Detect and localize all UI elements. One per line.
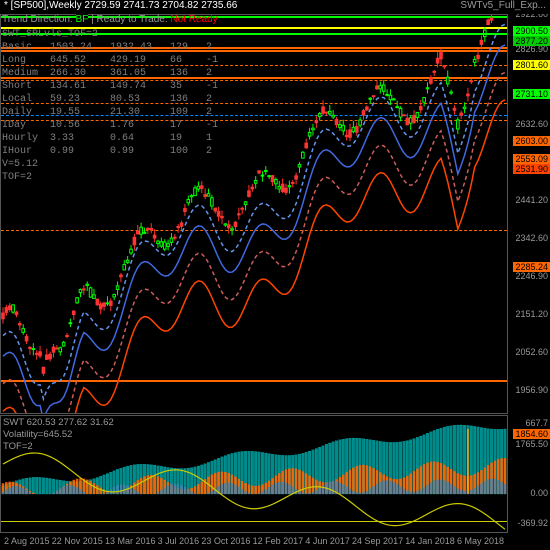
info-row: Short 134.61 149.74 35 -1 [2, 80, 218, 93]
x-tick: 4 Jun 2017 [305, 536, 350, 548]
info-row: Long 645.52 429.19 66 -1 [2, 54, 218, 67]
x-tick: 14 Jan 2018 [405, 536, 455, 548]
x-tick: 13 Mar 2016 [105, 536, 156, 548]
price-level-tag: 2603.00 [513, 136, 550, 146]
indicator-data-table: SWT_SRLvls_TOF=2Basic 1503.24 1932.43 12… [2, 28, 218, 184]
x-tick: 22 Nov 2015 [52, 536, 103, 548]
y-tick: 2632.60 [515, 119, 548, 129]
info-row: SWT_SRLvls_TOF=2 [2, 28, 218, 41]
x-tick: 6 May 2018 [457, 536, 504, 548]
info-row: Daily 19.55 21.30 109 2 [2, 106, 218, 119]
info-row: Local 59.23 80.53 136 2 [2, 93, 218, 106]
indicator-name: SWTv5_Full_Exp... [460, 0, 546, 14]
sub-info-row: TOF=2 [3, 441, 114, 453]
price-level-tag: 2731.10 [513, 89, 550, 99]
y-tick: 2246.90 [515, 271, 548, 281]
info-row: V=5.12 [2, 158, 218, 171]
x-tick: 24 Sep 2017 [352, 536, 403, 548]
price-level-tag: 2900.50 [513, 26, 550, 36]
price-level-tag: 2877.20 [513, 36, 550, 46]
y-tick: 2342.60 [515, 233, 548, 243]
y-tick: 0.00 [530, 488, 548, 498]
symbol-info: * [SP500],Weekly 2729.59 2741.73 2704.82… [4, 0, 237, 14]
price-level-tag: 2553.09 [513, 154, 550, 164]
x-tick: 23 Oct 2016 [201, 536, 250, 548]
y-tick: 2441.20 [515, 195, 548, 205]
chart-header: * [SP500],Weekly 2729.59 2741.73 2704.82… [0, 0, 550, 14]
main-y-axis: 2922.602826.902632.602537.402441.202342.… [508, 14, 550, 414]
x-tick: 3 Jul 2016 [158, 536, 200, 548]
info-row: Basic 1503.24 1932.43 129 2 [2, 41, 218, 54]
y-tick: 2151.20 [515, 309, 548, 319]
price-level-tag: 2285.24 [513, 262, 550, 272]
info-row: IDay 10.56 1.76 17 -1 [2, 119, 218, 132]
sub-indicator-info: SWT 620.53 277.62 31.62Volatility=645.52… [3, 417, 114, 453]
x-tick: 2 Aug 2015 [4, 536, 50, 548]
sub-info-row: SWT 620.53 277.62 31.62 [3, 417, 114, 429]
trading-chart: * [SP500],Weekly 2729.59 2741.73 2704.82… [0, 0, 550, 550]
price-level-tag: 2531.90 [513, 164, 550, 174]
info-row: Medium 266.30 361.05 136 2 [2, 67, 218, 80]
price-level-tag: 2801.60 [513, 60, 550, 70]
y-tick: 1956.90 [515, 385, 548, 395]
sub-info-row: Volatility=645.52 [3, 429, 114, 441]
info-row: Hourly 3.33 0.64 19 1 [2, 132, 218, 145]
volatility-subchart[interactable]: SWT 620.53 277.62 31.62Volatility=645.52… [0, 415, 508, 533]
y-tick: 2052.60 [515, 347, 548, 357]
y-tick: -369.92 [517, 518, 548, 528]
trend-direction-label: Trend Direction: BF | Ready to Trade: No… [2, 14, 218, 25]
sub-y-axis: 667.7 0.00 -369.92 [508, 415, 550, 533]
info-row: IHour 0.99 0.99 100 2 [2, 145, 218, 158]
x-tick: 12 Feb 2017 [253, 536, 304, 548]
date-axis: 2 Aug 201522 Nov 201513 Mar 20163 Jul 20… [0, 534, 508, 550]
y-tick: 667.7 [525, 418, 548, 428]
info-row: TOF=2 [2, 171, 218, 184]
